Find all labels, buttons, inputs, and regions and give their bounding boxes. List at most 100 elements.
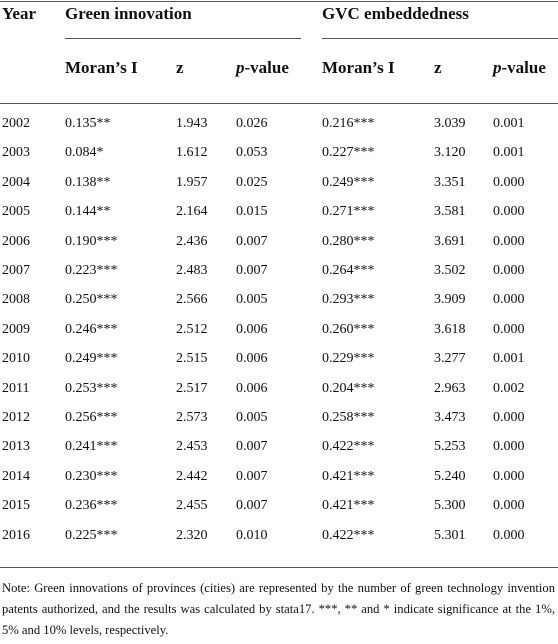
table-cell: 0.135** [65, 116, 111, 131]
table-cell: 3.691 [434, 233, 466, 249]
table-cell: 0.053 [236, 145, 268, 161]
table-note: Note: Green innovations of provinces (ci… [2, 581, 555, 637]
column-header: Year [2, 4, 36, 23]
table-cell: 3.277 [434, 351, 466, 367]
table-cell: 0.225*** [65, 527, 118, 543]
table-cell: 0.258*** [322, 410, 375, 425]
table-cell: 0.000 [493, 233, 525, 249]
table-cell: 0.422*** [322, 527, 375, 543]
table-cell: 0.000 [493, 263, 525, 278]
table-cell: 0.002 [493, 380, 525, 396]
table-cell: 0.000 [493, 468, 525, 484]
table-cell: 0.246*** [65, 321, 118, 337]
row-year: 2007 [2, 263, 30, 278]
table-cell: 2.963 [434, 380, 466, 396]
italic-part: p [236, 58, 245, 77]
table-cell: 5.253 [434, 439, 466, 455]
table-cell: 0.249*** [322, 174, 375, 190]
italic-part: p [493, 58, 502, 77]
row-year: 2010 [2, 351, 30, 367]
table-cell: 2.512 [176, 321, 208, 337]
table-cell: 0.000 [493, 174, 525, 190]
table-cell: 2.320 [176, 527, 208, 543]
table-cell: 0.236*** [65, 498, 118, 514]
table-cell: 3.581 [434, 204, 466, 220]
column-header: Moran’s I [322, 58, 395, 77]
table-cell: 0.007 [236, 498, 268, 514]
table-cell: 0.230*** [65, 468, 118, 484]
table-cell: 0.007 [236, 468, 268, 484]
table-cell: 0.000 [493, 321, 525, 337]
row-year: 2002 [2, 116, 30, 131]
row-year: 2008 [2, 292, 30, 308]
column-header: z [434, 58, 442, 77]
table-cell: 0.001 [493, 116, 525, 131]
table-cell: 0.216*** [322, 116, 375, 131]
group-rule [65, 38, 301, 39]
table-cell: 0.271*** [322, 204, 375, 220]
row-year: 2012 [2, 410, 30, 425]
column-header: p-value [236, 58, 289, 78]
table-cell: 0.025 [236, 174, 268, 190]
table-cell: 3.473 [434, 410, 466, 425]
table-cell: 2.483 [176, 263, 208, 278]
table-cell: 0.010 [236, 527, 268, 543]
group-header: Green innovation [65, 4, 192, 23]
column-header: Moran’s I [65, 58, 138, 77]
table-cell: 0.006 [236, 321, 268, 337]
table-cell: 0.001 [493, 145, 525, 161]
table-cell: 0.084* [65, 145, 104, 161]
table-cell: 3.909 [434, 292, 466, 308]
table-cell: 0.250*** [65, 292, 118, 308]
table-cell: 0.264*** [322, 263, 375, 278]
row-year: 2004 [2, 174, 30, 190]
table-cell: 1.612 [176, 145, 208, 161]
table-cell: 2.453 [176, 439, 208, 455]
table-cell: 2.436 [176, 233, 208, 249]
table-cell: 5.300 [434, 498, 466, 514]
table-cell: 0.421*** [322, 498, 375, 514]
table-cell: 0.006 [236, 351, 268, 367]
table-cell: 2.566 [176, 292, 208, 308]
table-cell: 0.256*** [65, 410, 118, 425]
table-cell: 2.515 [176, 351, 208, 367]
column-header: p-value [493, 58, 546, 78]
column-header: z [176, 58, 184, 77]
row-year: 2011 [2, 380, 30, 396]
row-year: 2016 [2, 527, 30, 543]
table-cell: 0.227*** [322, 145, 375, 161]
table-cell: 0.280*** [322, 233, 375, 249]
table-cell: 0.026 [236, 116, 268, 131]
table-cell: 0.293*** [322, 292, 375, 308]
table-cell: 2.573 [176, 410, 208, 425]
text-part: -value [244, 58, 289, 77]
table-cell: 2.455 [176, 498, 208, 514]
table-cell: 1.943 [176, 116, 208, 131]
table-cell: 0.260*** [322, 321, 375, 337]
row-year: 2014 [2, 468, 30, 484]
row-year: 2005 [2, 204, 30, 220]
table-cell: 3.039 [434, 116, 466, 131]
table-cell: 2.517 [176, 380, 208, 396]
table-cell: 2.442 [176, 468, 208, 484]
table-cell: 0.223*** [65, 263, 118, 278]
row-year: 2015 [2, 498, 30, 514]
table-cell: 0.000 [493, 292, 525, 308]
table-cell: 0.015 [236, 204, 268, 220]
table-cell: 0.007 [236, 233, 268, 249]
table-cell: 0.007 [236, 263, 268, 278]
table-cell: 3.502 [434, 263, 466, 278]
group-header: GVC embeddedness [322, 4, 469, 23]
row-year: 2006 [2, 233, 30, 249]
table-cell: 0.000 [493, 498, 525, 514]
table-cell: 0.005 [236, 410, 268, 425]
table-cell: 0.007 [236, 439, 268, 455]
bottom-rule [0, 567, 558, 568]
table-cell: 0.000 [493, 410, 525, 425]
table-cell: 0.229*** [322, 351, 375, 367]
table-cell: 0.241*** [65, 439, 118, 455]
table-cell: 3.120 [434, 145, 466, 161]
table-cell: 1.957 [176, 174, 208, 190]
row-year: 2013 [2, 439, 30, 455]
